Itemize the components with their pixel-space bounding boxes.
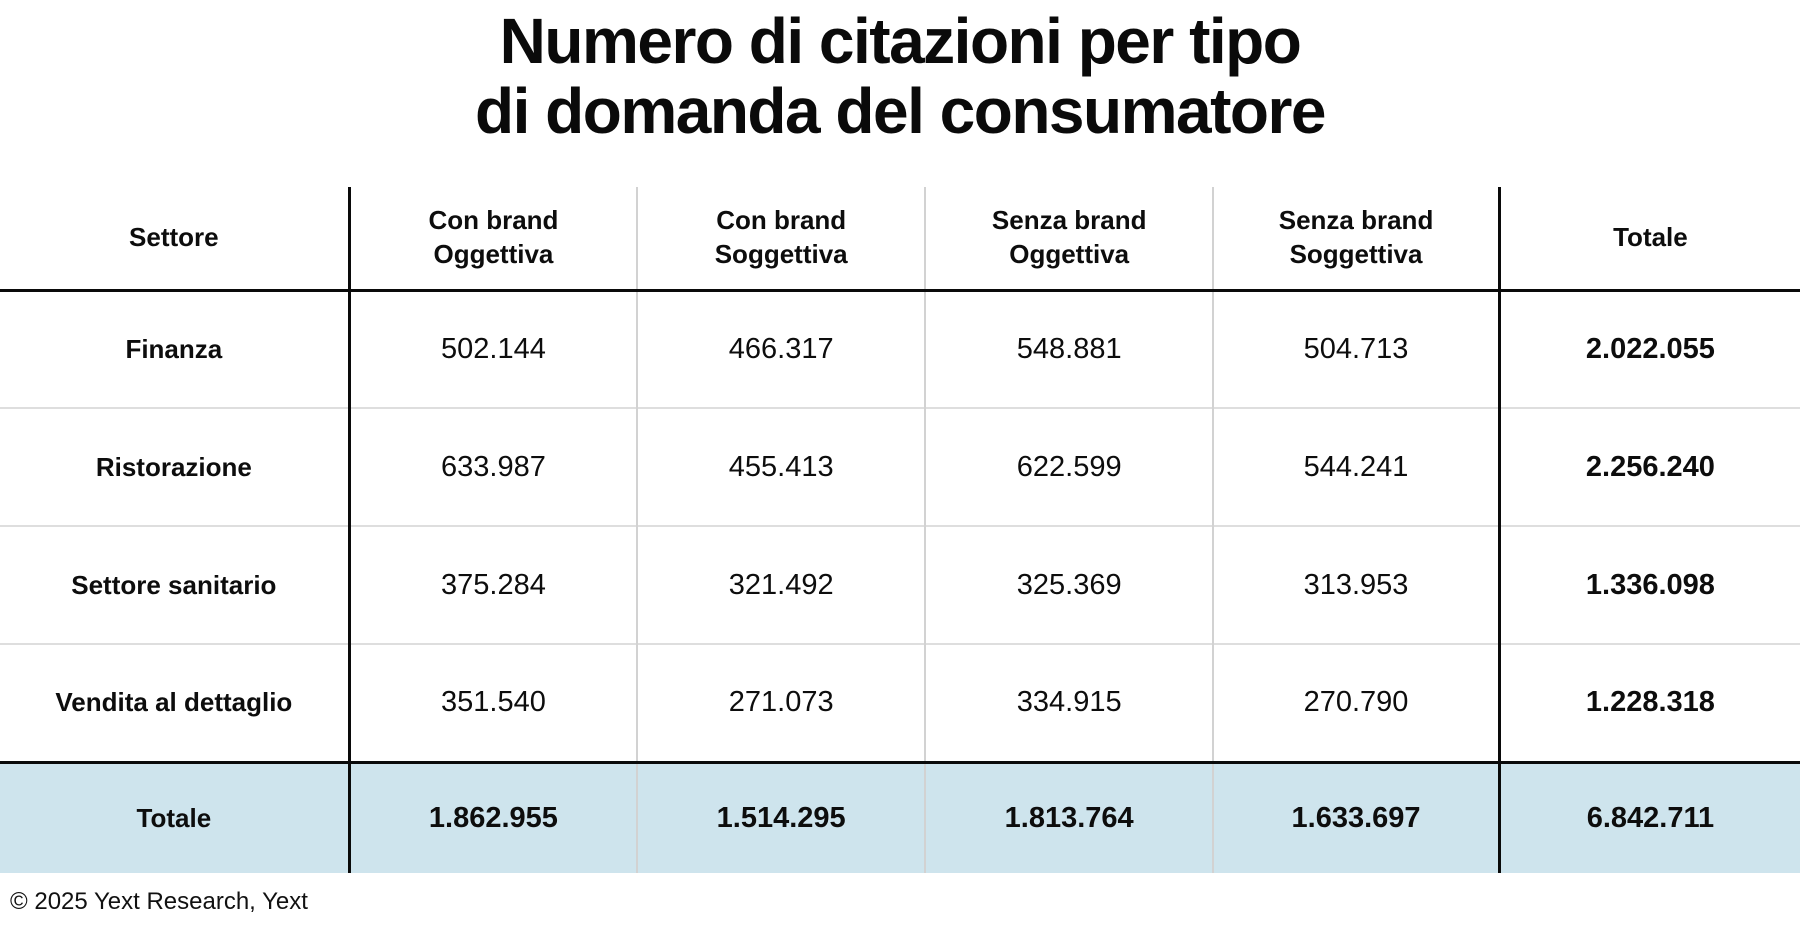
table-row-finanza: Finanza 502.144 466.317 548.881 504.713 … — [0, 290, 1800, 408]
column-header-settore: Settore — [0, 187, 351, 290]
row-total-cell: 2.022.055 — [1585, 332, 1715, 365]
value-cell: 313.953 — [1213, 526, 1501, 644]
value-cell: 544.241 — [1213, 408, 1501, 526]
value-cell: 325.369 — [925, 526, 1215, 644]
page-title: Numero di citazioni per tipo di domanda … — [474, 5, 1327, 148]
value-cell: 271.073 — [637, 644, 927, 762]
row-label: Ristorazione — [0, 408, 351, 526]
row-label: Settore sanitario — [0, 526, 351, 644]
value-cell: 622.599 — [925, 408, 1215, 526]
column-header-con-brand-oggettiva: Con brand Oggettiva — [349, 187, 639, 290]
grand-total-cell: 6.842.711 — [1586, 801, 1715, 834]
value-cell: 466.317 — [637, 290, 927, 408]
table-row-vendita-al-dettaglio: Vendita al dettaglio 351.540 271.073 334… — [0, 644, 1800, 762]
citations-table: Settore Con brand Oggettiva Con brand So… — [0, 187, 1800, 873]
row-label: Finanza — [0, 290, 351, 408]
table-row-ristorazione: Ristorazione 633.987 455.413 622.599 544… — [0, 408, 1800, 526]
column-header-totale: Totale — [1613, 222, 1688, 253]
column-header-senza-brand-soggettiva: Senza brand Soggettiva — [1213, 187, 1501, 290]
row-total-cell: 1.336.098 — [1585, 568, 1715, 601]
table-row-settore-sanitario: Settore sanitario 375.284 321.492 325.36… — [0, 526, 1800, 644]
row-total-cell: 1.228.318 — [1585, 686, 1715, 719]
total-value-cell: 1.633.697 — [1213, 762, 1501, 873]
row-label: Vendita al dettaglio — [0, 644, 351, 762]
total-value-cell: 1.514.295 — [637, 762, 927, 873]
row-total-cell: 2.256.240 — [1585, 450, 1715, 483]
value-cell: 633.987 — [349, 408, 639, 526]
value-cell: 334.915 — [925, 644, 1215, 762]
value-cell: 504.713 — [1213, 290, 1501, 408]
value-cell: 351.540 — [349, 644, 639, 762]
total-value-cell: 1.813.764 — [925, 762, 1215, 873]
copyright-note: © 2025 Yext Research, Yext — [10, 888, 308, 915]
value-cell: 455.413 — [637, 408, 927, 526]
total-row-label: Totale — [0, 762, 351, 873]
value-cell: 548.881 — [925, 290, 1215, 408]
value-cell: 270.790 — [1213, 644, 1501, 762]
table-row-totale: Totale 1.862.955 1.514.295 1.813.764 1.6… — [0, 762, 1800, 873]
column-header-senza-brand-oggettiva: Senza brand Oggettiva — [925, 187, 1215, 290]
value-cell: 321.492 — [637, 526, 927, 644]
value-cell: 375.284 — [349, 526, 639, 644]
column-header-con-brand-soggettiva: Con brand Soggettiva — [637, 187, 927, 290]
total-value-cell: 1.862.955 — [349, 762, 639, 873]
header-row: Settore Con brand Oggettiva Con brand So… — [0, 187, 1800, 290]
title-area: Numero di citazioni per tipo di domanda … — [0, 0, 1800, 187]
value-cell: 502.144 — [349, 290, 639, 408]
